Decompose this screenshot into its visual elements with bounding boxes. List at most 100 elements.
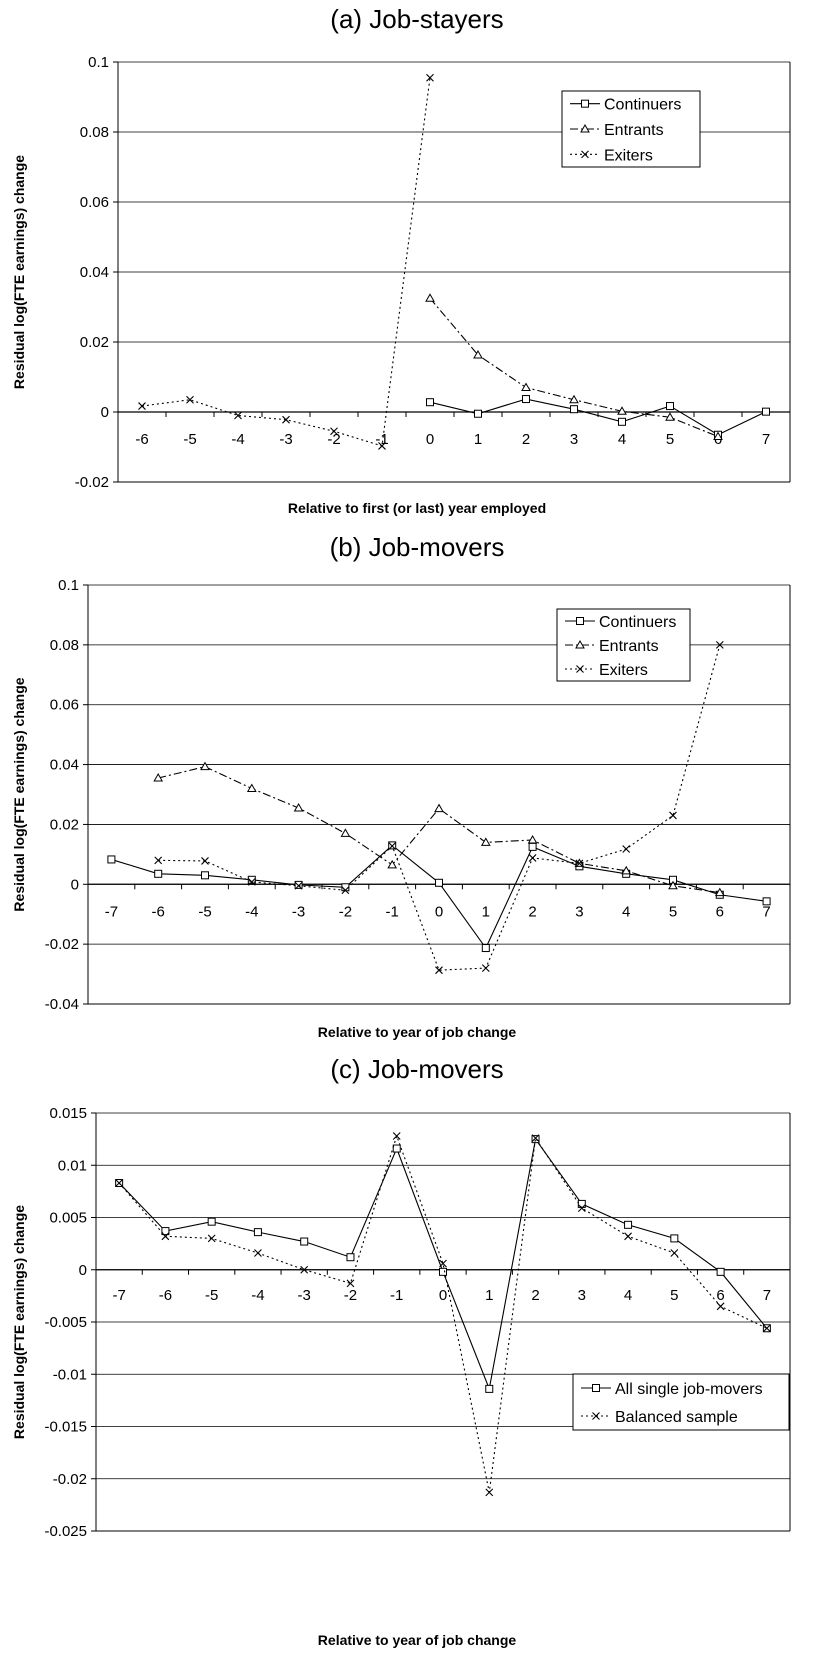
x-tick-label: -3 <box>292 903 305 920</box>
panel-b-job-movers: (b) Job-movers -0.04 -0.02 0 0.02 0.04 0.06 0.0… <box>11 532 791 1040</box>
data-point <box>531 1134 540 1142</box>
x-tick-label: -5 <box>205 1287 218 1304</box>
data-point <box>714 887 725 897</box>
series-line-0 <box>111 844 767 950</box>
data-point <box>439 1259 447 1268</box>
data-point <box>621 865 632 875</box>
data-point <box>392 1144 401 1153</box>
y-tick-label: 0.04 <box>50 757 79 774</box>
data-point <box>434 803 444 813</box>
data-point <box>247 878 256 886</box>
data-point <box>201 871 209 880</box>
data-point <box>617 406 627 415</box>
legend-label: Exiters <box>599 662 648 679</box>
data-point <box>293 802 304 812</box>
data-point <box>527 834 538 844</box>
x-tick-label: 4 <box>622 903 630 920</box>
data-point <box>521 382 531 391</box>
data-point <box>247 875 256 884</box>
legend-swatch-marker <box>576 617 584 625</box>
data-point <box>294 881 303 890</box>
legend-swatch-marker <box>575 639 585 649</box>
series-line-1 <box>118 1134 768 1493</box>
y-tick-label: 0.005 <box>49 1210 87 1227</box>
x-tick-label: -6 <box>135 431 148 448</box>
data-point <box>762 897 771 906</box>
data-point <box>186 395 194 404</box>
data-point <box>668 880 678 890</box>
data-point <box>716 1267 725 1276</box>
legend-swatch-marker <box>581 150 589 159</box>
data-point <box>388 842 397 850</box>
y-tick-label: 0.02 <box>80 334 109 351</box>
legend-label: Continuers <box>604 97 681 114</box>
y-tick-label: -0.015 <box>44 1419 87 1436</box>
data-point <box>715 640 724 649</box>
data-point <box>341 886 350 895</box>
x-tick-label: 4 <box>618 431 626 448</box>
data-point <box>392 1132 401 1140</box>
data-point <box>622 845 631 853</box>
data-point <box>138 402 146 410</box>
legend-label: Continuers <box>599 614 676 631</box>
x-tick-label: 7 <box>763 1287 771 1304</box>
legend-box <box>572 1373 790 1431</box>
data-point <box>378 442 386 450</box>
panel-c-job-movers: (c) Job-movers -0.025 -0.02 -0.015 -0.01 -0.0… <box>11 1054 791 1648</box>
x-tick-label: 2 <box>522 431 530 448</box>
data-point <box>300 1237 309 1246</box>
data-point <box>624 1220 633 1229</box>
x-tick-label: 6 <box>716 1287 724 1304</box>
data-point <box>480 837 491 846</box>
data-point <box>207 1234 216 1243</box>
data-point <box>300 1265 309 1274</box>
data-point <box>435 878 443 887</box>
data-point <box>425 293 435 302</box>
data-point <box>154 869 163 878</box>
data-point <box>426 398 434 407</box>
data-point <box>154 856 163 865</box>
legend-label: Entrants <box>604 122 664 139</box>
y-tick-label: -0.02 <box>53 1471 87 1488</box>
legend-swatch-marker <box>580 123 590 133</box>
x-tick-label: 7 <box>762 431 770 448</box>
series-line-1 <box>158 766 720 894</box>
data-point <box>282 415 290 424</box>
x-tick-label: -2 <box>339 903 352 920</box>
x-axis-label: Relative to year of job change <box>318 1632 517 1648</box>
x-tick-label: -7 <box>112 1287 125 1304</box>
x-tick-label: -1 <box>375 431 388 448</box>
y-tick-label: -0.02 <box>45 936 79 953</box>
data-point <box>346 1279 355 1288</box>
data-point <box>426 73 434 82</box>
y-axis-label: Residual log(FTE earnings) change <box>11 1205 27 1439</box>
legend-label: Balanced sample <box>615 1409 738 1426</box>
y-tick-label: 0.1 <box>88 54 109 71</box>
data-point <box>254 1249 262 1257</box>
x-tick-label: -6 <box>152 903 165 920</box>
x-tick-label: -2 <box>344 1287 357 1304</box>
data-point <box>294 880 303 889</box>
series-line-2 <box>141 77 431 447</box>
x-tick-label: 5 <box>670 1287 678 1304</box>
legend-label: All single job-movers <box>615 1381 763 1398</box>
x-tick-label: 3 <box>575 903 583 920</box>
data-point <box>253 1228 262 1237</box>
x-axis-label: Relative to first (or last) year employe… <box>288 500 546 516</box>
y-tick-label: -0.01 <box>53 1366 87 1383</box>
legend-swatch-marker <box>581 99 589 108</box>
data-point <box>528 842 537 851</box>
y-tick-label: -0.02 <box>75 474 109 491</box>
x-tick-label: 3 <box>578 1287 586 1304</box>
chart-title: (a) Job-stayers <box>330 4 503 34</box>
data-point <box>666 402 674 411</box>
data-point <box>200 761 210 771</box>
data-point <box>387 859 398 869</box>
x-tick-label: 0 <box>426 431 434 448</box>
x-tick-label: -2 <box>327 431 340 448</box>
data-point <box>439 1267 447 1276</box>
legend-swatch-marker <box>592 1384 600 1392</box>
data-point <box>577 1204 586 1212</box>
data-point <box>246 783 257 793</box>
y-tick-label: 0.01 <box>58 1157 87 1174</box>
